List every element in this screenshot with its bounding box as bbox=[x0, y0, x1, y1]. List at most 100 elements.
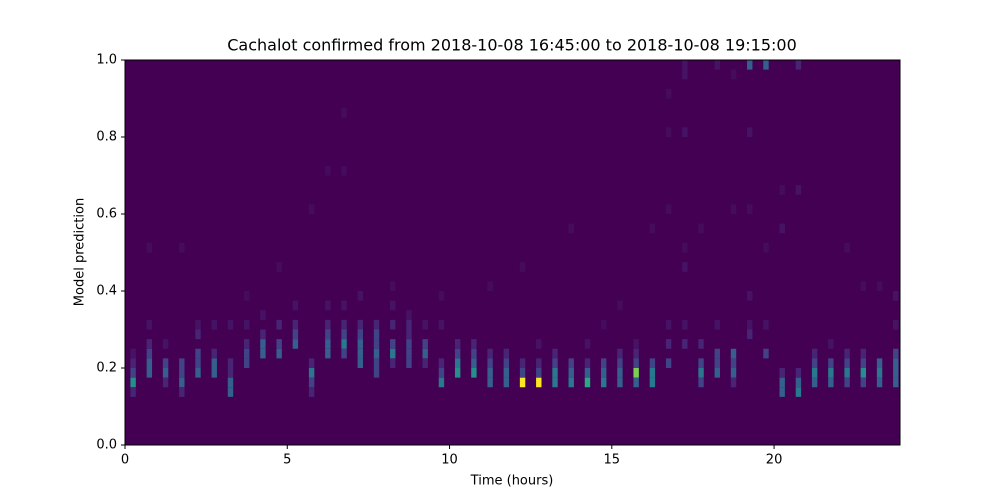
heatmap-cell bbox=[130, 387, 136, 397]
heatmap-cell bbox=[243, 358, 250, 368]
heatmap-cell bbox=[552, 358, 558, 368]
heatmap-cell bbox=[179, 387, 185, 397]
heatmap-cell bbox=[195, 348, 201, 359]
heatmap-cell bbox=[162, 339, 169, 349]
heatmap-cell bbox=[844, 368, 850, 378]
heatmap-cell bbox=[373, 339, 380, 349]
heatmap-cell bbox=[779, 387, 785, 397]
heatmap-cell bbox=[893, 377, 899, 388]
heatmap-cell bbox=[308, 358, 315, 368]
heatmap-cell bbox=[536, 358, 542, 368]
heatmap-cell bbox=[876, 358, 883, 368]
heatmap-cell bbox=[260, 310, 266, 320]
heatmap-cell bbox=[617, 348, 623, 359]
heatmap-cell bbox=[844, 377, 850, 388]
heatmap-cell bbox=[730, 368, 737, 378]
heatmap-cell bbox=[487, 281, 493, 291]
heatmap-cell bbox=[747, 60, 753, 70]
heatmap-cell bbox=[130, 377, 136, 388]
heatmap-cell bbox=[276, 262, 282, 272]
heatmap-cell bbox=[146, 358, 153, 368]
heatmap-cell bbox=[146, 339, 153, 349]
heatmap-cell bbox=[487, 377, 493, 388]
heatmap-cell bbox=[617, 368, 623, 378]
axes-frame bbox=[124, 59, 901, 446]
heatmap-cell bbox=[828, 377, 834, 388]
heatmap-cell bbox=[763, 319, 769, 330]
heatmap-cell bbox=[487, 358, 493, 368]
heatmap-cell bbox=[243, 319, 250, 330]
heatmap-cell bbox=[471, 368, 477, 378]
heatmap-cell bbox=[730, 358, 737, 368]
heatmap-cell bbox=[779, 223, 785, 234]
heatmap-cell bbox=[373, 348, 380, 359]
heatmap-cell bbox=[211, 358, 217, 368]
heatmap-cell bbox=[519, 377, 526, 388]
heatmap-cell bbox=[503, 348, 510, 359]
heatmap-cell bbox=[357, 358, 363, 368]
heatmap-cell bbox=[292, 329, 299, 340]
heatmap-cell bbox=[454, 348, 461, 359]
heatmap-cell bbox=[227, 319, 234, 330]
heatmap-cell bbox=[325, 319, 331, 330]
heatmap-cell bbox=[730, 377, 737, 388]
heatmap-cell bbox=[600, 368, 607, 378]
heatmap-cell bbox=[325, 165, 331, 176]
heatmap-cell bbox=[341, 108, 347, 118]
heatmap-cell bbox=[682, 339, 688, 349]
heatmap-cell bbox=[325, 329, 331, 340]
heatmap-cell bbox=[568, 358, 574, 368]
heatmap-cell bbox=[503, 368, 510, 378]
heatmap-cell bbox=[682, 69, 688, 80]
heatmap-cell bbox=[146, 319, 153, 330]
x-tick-label: 5 bbox=[283, 453, 291, 468]
heatmap-cell bbox=[811, 358, 818, 368]
y-tick-label: 0.0 bbox=[96, 438, 117, 453]
y-tick-label: 0.8 bbox=[96, 130, 117, 145]
heatmap-cell bbox=[162, 377, 169, 388]
heatmap-cell bbox=[211, 368, 217, 378]
heatmap-cell bbox=[438, 358, 445, 368]
heatmap-cell bbox=[665, 127, 672, 137]
heatmap-cell bbox=[406, 329, 412, 340]
heatmap-cell bbox=[811, 348, 818, 359]
heatmap-cell bbox=[698, 377, 704, 388]
heatmap-cell bbox=[438, 377, 445, 388]
heatmap-cell bbox=[227, 387, 234, 397]
heatmap-cell bbox=[617, 300, 623, 311]
heatmap-cell bbox=[179, 242, 185, 253]
heatmap-cell bbox=[195, 319, 201, 330]
heatmap-cell bbox=[276, 339, 282, 349]
heatmap-cell bbox=[341, 348, 347, 359]
heatmap-cell bbox=[195, 358, 201, 368]
x-tick-label: 20 bbox=[766, 453, 783, 468]
heatmap-cell bbox=[471, 348, 477, 359]
heatmap-cell bbox=[552, 348, 558, 359]
heatmap-cell bbox=[130, 358, 136, 368]
heatmap-cell bbox=[146, 348, 153, 359]
heatmap-cell bbox=[487, 368, 493, 378]
heatmap-cell bbox=[341, 319, 347, 330]
heatmap-cell bbox=[260, 339, 266, 349]
heatmap-cell bbox=[357, 291, 363, 301]
heatmap-cell bbox=[665, 204, 672, 214]
heatmap-cell bbox=[763, 242, 769, 253]
heatmap-cell bbox=[211, 348, 217, 359]
heatmap-cell bbox=[649, 377, 656, 388]
heatmap-cell bbox=[552, 377, 558, 388]
heatmap-cell bbox=[747, 127, 753, 137]
heatmap-cell bbox=[698, 339, 704, 349]
heatmap-cell bbox=[779, 377, 785, 388]
heatmap-cell bbox=[146, 242, 153, 253]
heatmap-cell bbox=[341, 300, 347, 311]
heatmap-cell bbox=[422, 348, 428, 359]
heatmap-cell bbox=[390, 300, 396, 311]
heatmap-cell bbox=[844, 358, 850, 368]
heatmap-cell bbox=[893, 348, 899, 359]
heatmap-cell bbox=[308, 204, 315, 214]
heatmap-cell bbox=[649, 368, 656, 378]
heatmap-cell bbox=[471, 339, 477, 349]
heatmap-cell bbox=[519, 358, 526, 368]
heatmap-cell bbox=[292, 319, 299, 330]
